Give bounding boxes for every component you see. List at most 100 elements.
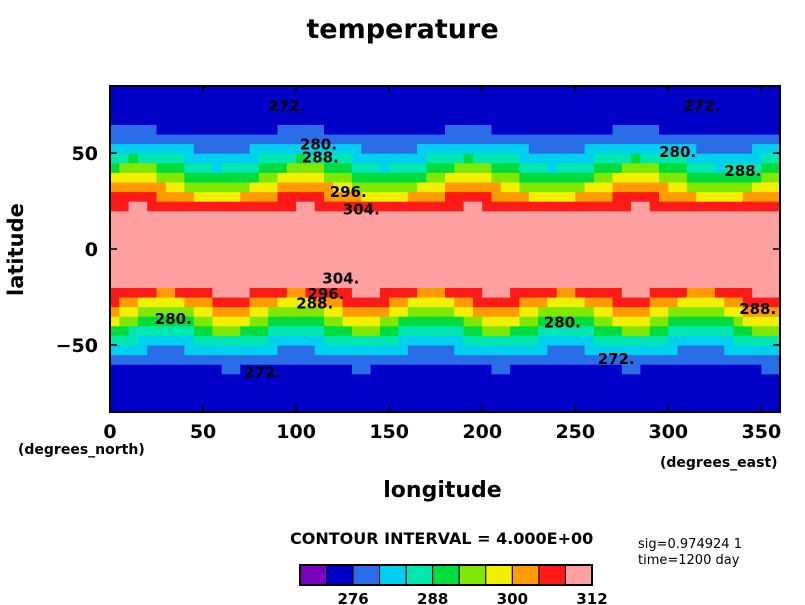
field-cell	[221, 287, 232, 298]
field-cell	[575, 229, 586, 240]
x-tick-label: 100	[276, 421, 316, 443]
field-cell	[640, 162, 651, 173]
field-cell	[686, 133, 697, 145]
field-cell	[677, 229, 688, 240]
field-cell	[733, 402, 744, 412]
field-cell	[305, 229, 316, 240]
field-cell	[426, 105, 437, 116]
field-cell	[156, 210, 167, 221]
field-cell	[510, 325, 520, 336]
field-cell	[333, 210, 344, 221]
field-cell	[705, 373, 716, 384]
field-cell	[724, 124, 735, 135]
field-cell	[286, 268, 297, 279]
field-cell	[649, 86, 660, 97]
field-cell	[212, 201, 223, 212]
field-cell	[231, 392, 241, 403]
field-cell	[147, 105, 158, 116]
field-cell	[110, 344, 120, 356]
field-cell	[193, 86, 204, 97]
field-cell	[435, 277, 446, 288]
field-cell	[705, 268, 716, 279]
field-cell	[212, 95, 223, 106]
field-cell	[770, 220, 780, 231]
field-cell	[733, 133, 744, 145]
field-cell	[277, 143, 288, 154]
field-cell	[137, 86, 148, 97]
field-cell	[277, 287, 288, 298]
field-cell	[631, 133, 641, 145]
field-cell	[314, 114, 325, 125]
field-cell	[128, 172, 139, 183]
field-cell	[538, 268, 548, 279]
field-cell	[575, 402, 586, 412]
field-cell	[621, 335, 632, 346]
field-cell	[566, 95, 576, 106]
field-cell	[361, 287, 372, 298]
field-cell	[305, 95, 316, 106]
field-cell	[268, 86, 279, 97]
field-cell	[761, 181, 772, 193]
field-cell	[184, 306, 195, 317]
field-cell	[407, 258, 418, 269]
field-cell	[286, 220, 297, 231]
field-cell	[593, 210, 604, 221]
field-cell	[389, 210, 400, 221]
field-cell	[137, 105, 148, 116]
field-cell	[556, 105, 567, 116]
field-cell	[342, 229, 353, 240]
field-cell	[668, 364, 679, 375]
field-cell	[435, 258, 446, 269]
field-cell	[612, 86, 623, 97]
field-cell	[631, 162, 641, 173]
field-cell	[333, 392, 344, 403]
field-cell	[249, 373, 260, 384]
field-cell	[770, 95, 780, 106]
field-cell	[305, 392, 316, 403]
field-cell	[621, 306, 632, 317]
field-cell	[593, 335, 604, 346]
field-cell	[296, 114, 306, 125]
field-cell	[761, 133, 772, 145]
field-cell	[389, 114, 400, 125]
field-cell	[128, 105, 139, 116]
field-cell	[203, 354, 213, 365]
field-cell	[417, 306, 427, 317]
field-cell	[184, 133, 195, 145]
field-cell	[193, 191, 204, 202]
field-cell	[370, 210, 381, 221]
field-cell	[221, 191, 232, 202]
colorbar-swatch	[458, 564, 487, 586]
field-cell	[342, 249, 353, 260]
field-cell	[417, 268, 427, 279]
field-cell	[212, 306, 223, 317]
field-cell	[389, 95, 400, 106]
field-cell	[314, 306, 325, 317]
field-cell	[417, 191, 427, 202]
field-cell	[175, 364, 185, 375]
field-cell	[212, 287, 223, 298]
field-cell	[417, 162, 427, 173]
field-cell	[631, 220, 641, 231]
field-cell	[705, 306, 716, 317]
field-cell	[361, 162, 372, 173]
field-cell	[389, 153, 400, 164]
field-cell	[584, 268, 595, 279]
field-cell	[770, 105, 780, 116]
field-cell	[407, 153, 418, 164]
field-cell	[593, 105, 604, 116]
field-cell	[361, 383, 372, 394]
field-cell	[137, 143, 148, 154]
field-cell	[110, 220, 120, 231]
field-cell	[510, 114, 520, 125]
field-cell	[137, 133, 148, 145]
field-cell	[677, 344, 688, 356]
field-cell	[491, 239, 502, 250]
field-cell	[631, 296, 641, 308]
field-cell	[500, 383, 511, 394]
field-cell	[203, 268, 213, 279]
field-cell	[603, 162, 614, 173]
field-cell	[659, 153, 669, 164]
field-cell	[203, 201, 213, 212]
